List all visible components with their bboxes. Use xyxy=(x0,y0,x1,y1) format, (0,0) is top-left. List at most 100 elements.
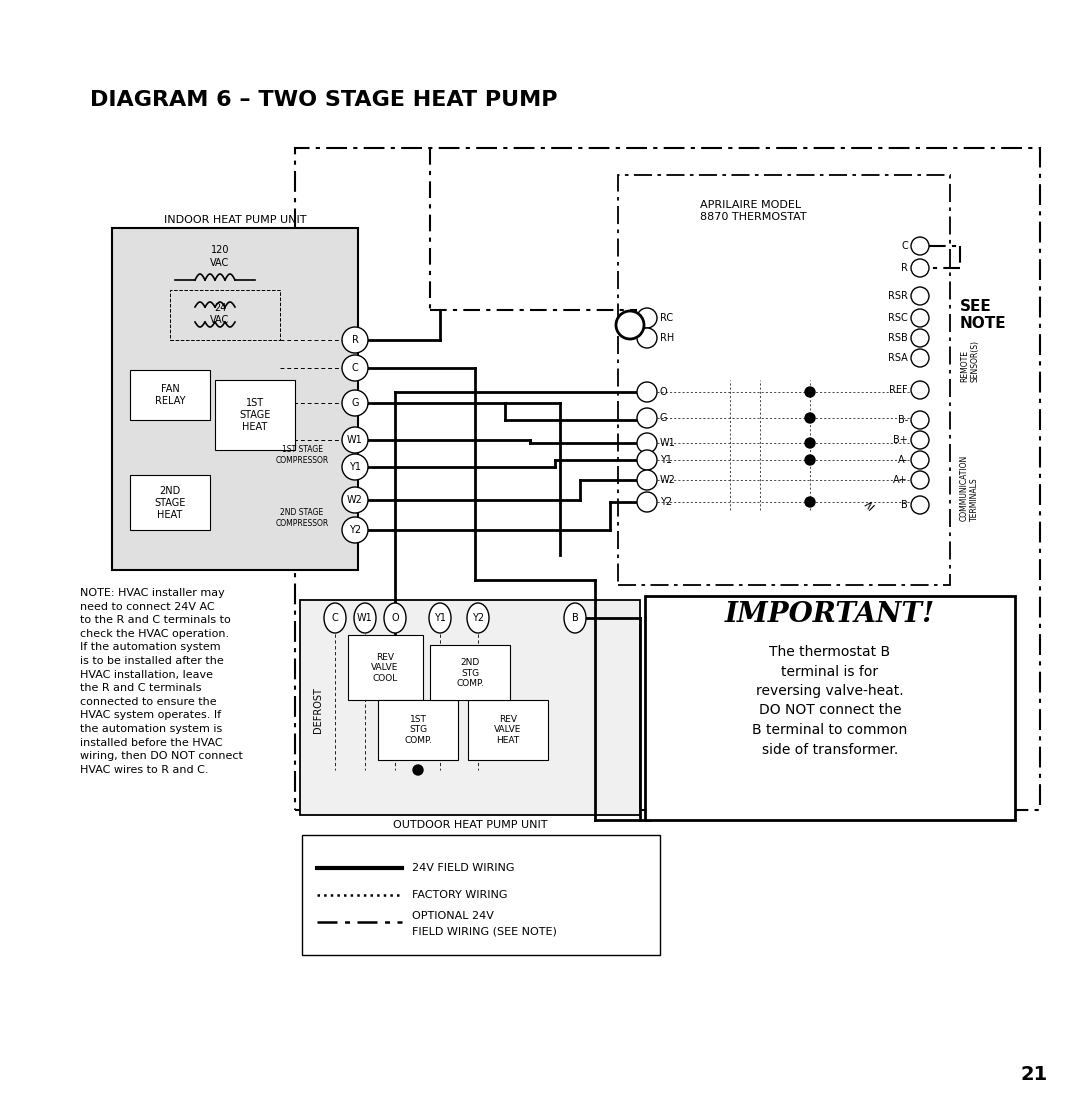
Text: O: O xyxy=(660,387,667,397)
Bar xyxy=(378,700,458,760)
Text: 1ST
STG
COMP.: 1ST STG COMP. xyxy=(404,715,432,745)
Text: COMMUNICATION
TERMINALS: COMMUNICATION TERMINALS xyxy=(960,455,980,521)
Circle shape xyxy=(342,355,368,381)
Text: 1ST
STAGE
HEAT: 1ST STAGE HEAT xyxy=(240,399,271,431)
Text: 24
VAC: 24 VAC xyxy=(211,303,230,325)
Text: G: G xyxy=(351,398,359,408)
Ellipse shape xyxy=(564,603,586,633)
Text: C: C xyxy=(352,363,359,373)
Circle shape xyxy=(637,492,657,512)
Text: 2ND
STAGE
HEAT: 2ND STAGE HEAT xyxy=(154,487,186,519)
Text: Y1: Y1 xyxy=(434,613,446,623)
Text: IMPORTANT!: IMPORTANT! xyxy=(725,602,935,628)
Circle shape xyxy=(637,433,657,453)
Text: 120: 120 xyxy=(211,245,229,255)
Text: W2: W2 xyxy=(347,495,363,505)
Bar xyxy=(130,475,210,530)
Text: 2ND
STG
COMP.: 2ND STG COMP. xyxy=(456,658,484,688)
Circle shape xyxy=(637,408,657,428)
Text: REV
VALVE
HEAT: REV VALVE HEAT xyxy=(495,715,522,745)
Text: REMOTE
SENSOR(S): REMOTE SENSOR(S) xyxy=(960,340,980,382)
Text: RC: RC xyxy=(660,313,673,323)
Text: W1: W1 xyxy=(357,613,373,623)
Text: 2ND STAGE
COMPRESSOR: 2ND STAGE COMPRESSOR xyxy=(275,508,328,528)
Circle shape xyxy=(805,413,815,423)
Ellipse shape xyxy=(467,603,489,633)
Circle shape xyxy=(805,455,815,465)
Text: RSC: RSC xyxy=(888,313,908,323)
Text: 21: 21 xyxy=(1020,1065,1048,1085)
Text: REV
VALVE
COOL: REV VALVE COOL xyxy=(372,653,399,683)
Bar xyxy=(348,635,423,700)
Circle shape xyxy=(413,765,423,775)
Circle shape xyxy=(912,329,929,346)
Text: NOTE: HVAC installer may
need to connect 24V AC
to the R and C terminals to
chec: NOTE: HVAC installer may need to connect… xyxy=(80,588,243,775)
Circle shape xyxy=(912,496,929,514)
Bar xyxy=(468,700,548,760)
Circle shape xyxy=(805,497,815,507)
Text: DIAGRAM 6 – TWO STAGE HEAT PUMP: DIAGRAM 6 – TWO STAGE HEAT PUMP xyxy=(90,90,557,110)
Circle shape xyxy=(912,451,929,469)
Circle shape xyxy=(912,411,929,429)
Text: W2: W2 xyxy=(660,475,676,485)
Bar xyxy=(130,370,210,420)
Text: FAN
RELAY: FAN RELAY xyxy=(154,384,186,405)
Text: B: B xyxy=(571,613,579,623)
Circle shape xyxy=(637,307,657,328)
Circle shape xyxy=(342,455,368,480)
Bar xyxy=(645,596,1015,820)
Text: W1: W1 xyxy=(347,434,363,444)
Circle shape xyxy=(805,438,815,448)
Circle shape xyxy=(912,431,929,449)
Text: INDOOR HEAT PUMP UNIT: INDOOR HEAT PUMP UNIT xyxy=(164,215,307,225)
Circle shape xyxy=(342,328,368,353)
Bar xyxy=(618,175,950,585)
Circle shape xyxy=(805,387,815,397)
Ellipse shape xyxy=(384,603,406,633)
Text: FACTORY WIRING: FACTORY WIRING xyxy=(411,890,508,900)
Circle shape xyxy=(912,309,929,328)
Text: VAC: VAC xyxy=(211,258,230,268)
Text: A-: A- xyxy=(899,455,908,465)
Text: RSB: RSB xyxy=(888,333,908,343)
Text: 1ST STAGE
COMPRESSOR: 1ST STAGE COMPRESSOR xyxy=(275,446,328,465)
Text: 24V FIELD WIRING: 24V FIELD WIRING xyxy=(411,863,514,873)
Circle shape xyxy=(342,390,368,416)
Circle shape xyxy=(342,517,368,543)
Text: R: R xyxy=(352,335,359,345)
Text: Y2: Y2 xyxy=(472,613,484,623)
Text: FIELD WIRING (SEE NOTE): FIELD WIRING (SEE NOTE) xyxy=(411,927,557,937)
Text: C: C xyxy=(901,241,908,251)
Text: Y1: Y1 xyxy=(349,462,361,472)
Bar xyxy=(295,148,1040,810)
Text: SEE
NOTE: SEE NOTE xyxy=(960,299,1007,331)
Circle shape xyxy=(637,328,657,348)
Circle shape xyxy=(637,470,657,490)
Text: OPTIONAL 24V: OPTIONAL 24V xyxy=(411,911,494,921)
Text: RH: RH xyxy=(660,333,674,343)
Text: R: R xyxy=(901,263,908,273)
Text: RSA: RSA xyxy=(888,353,908,363)
Circle shape xyxy=(637,450,657,470)
Text: APRILAIRE MODEL
8870 THERMOSTAT: APRILAIRE MODEL 8870 THERMOSTAT xyxy=(700,201,807,222)
Circle shape xyxy=(912,381,929,399)
Ellipse shape xyxy=(429,603,451,633)
Circle shape xyxy=(912,237,929,255)
Text: ≥: ≥ xyxy=(862,497,878,514)
Bar xyxy=(302,836,660,955)
Text: C: C xyxy=(332,613,338,623)
Circle shape xyxy=(637,382,657,402)
Bar xyxy=(112,228,357,570)
Text: W1: W1 xyxy=(660,438,676,448)
Circle shape xyxy=(342,427,368,453)
Text: DEFROST: DEFROST xyxy=(313,687,323,733)
Bar xyxy=(300,600,640,815)
Text: A+: A+ xyxy=(893,475,908,485)
Bar xyxy=(170,290,280,340)
Text: The thermostat B
terminal is for
reversing valve-heat.
DO NOT connect the
B term: The thermostat B terminal is for reversi… xyxy=(753,645,907,756)
Text: RSR: RSR xyxy=(888,291,908,301)
Ellipse shape xyxy=(354,603,376,633)
Text: Y2: Y2 xyxy=(349,525,361,535)
Bar xyxy=(430,645,510,700)
Ellipse shape xyxy=(324,603,346,633)
